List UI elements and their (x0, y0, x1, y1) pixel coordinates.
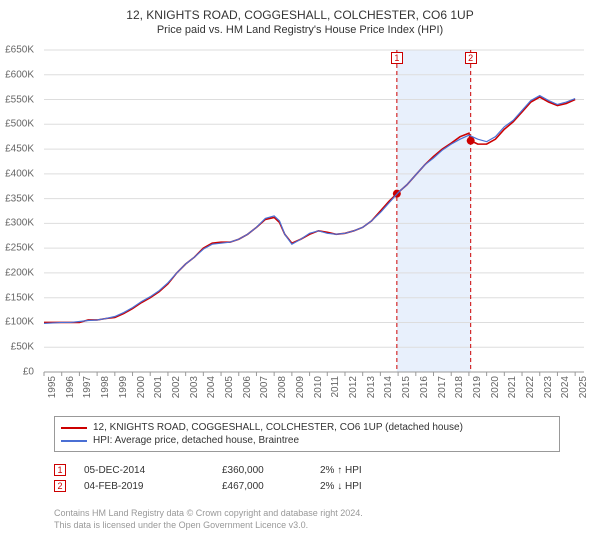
y-axis-label: £100K (0, 317, 34, 328)
legend-item: HPI: Average price, detached house, Brai… (61, 434, 553, 447)
x-axis-label: 2023 (543, 376, 554, 398)
hpi-delta: 2% ↓ HPI (320, 481, 362, 492)
marker-badge: 2 (54, 480, 66, 492)
x-axis-label: 2006 (242, 376, 253, 398)
x-axis-label: 2011 (330, 376, 341, 398)
y-axis-label: £650K (0, 45, 34, 56)
x-axis-label: 1995 (47, 376, 58, 398)
legend-box: 12, KNIGHTS ROAD, COGGESHALL, COLCHESTER… (54, 416, 560, 452)
title-address: 12, KNIGHTS ROAD, COGGESHALL, COLCHESTER… (0, 8, 600, 22)
sale-date: 04-FEB-2019 (84, 481, 204, 492)
y-axis-label: £150K (0, 292, 34, 303)
sale-price: £360,000 (222, 465, 302, 476)
x-axis-label: 2013 (366, 376, 377, 398)
y-axis-label: £0 (0, 367, 34, 378)
y-axis-label: £200K (0, 267, 34, 278)
x-axis-label: 2012 (348, 376, 359, 398)
x-axis-label: 2014 (383, 376, 394, 398)
legend-item: 12, KNIGHTS ROAD, COGGESHALL, COLCHESTER… (61, 421, 553, 434)
chart-title-block: 12, KNIGHTS ROAD, COGGESHALL, COLCHESTER… (0, 0, 600, 40)
x-axis-label: 2000 (136, 376, 147, 398)
footer-attribution: Contains HM Land Registry data © Crown c… (54, 508, 560, 531)
table-row: 1 05-DEC-2014 £360,000 2% ↑ HPI (54, 462, 560, 478)
chart-area: £0£50K£100K£150K£200K£250K£300K£350K£400… (34, 46, 594, 416)
y-axis-label: £550K (0, 94, 34, 105)
x-axis-label: 2003 (189, 376, 200, 398)
x-axis-label: 1998 (100, 376, 111, 398)
x-axis-label: 1999 (118, 376, 129, 398)
marker-badge: 1 (54, 464, 66, 476)
legend-label: 12, KNIGHTS ROAD, COGGESHALL, COLCHESTER… (93, 422, 463, 433)
x-axis-label: 2015 (401, 376, 412, 398)
x-axis-label: 2025 (578, 376, 589, 398)
y-axis-label: £400K (0, 168, 34, 179)
title-subtitle: Price paid vs. HM Land Registry's House … (0, 24, 600, 36)
x-axis-label: 2018 (454, 376, 465, 398)
x-axis-label: 1997 (82, 376, 93, 398)
x-axis-label: 2022 (525, 376, 536, 398)
x-axis-label: 2002 (171, 376, 182, 398)
y-axis-label: £250K (0, 243, 34, 254)
y-axis-label: £500K (0, 119, 34, 130)
x-axis-label: 2017 (437, 376, 448, 398)
x-axis-label: 2008 (277, 376, 288, 398)
x-axis-label: 2001 (153, 376, 164, 398)
x-axis-label: 2016 (419, 376, 430, 398)
x-axis-label: 2010 (313, 376, 324, 398)
chart-marker-badge: 2 (465, 52, 477, 64)
legend-label: HPI: Average price, detached house, Brai… (93, 435, 299, 446)
y-axis-label: £300K (0, 218, 34, 229)
footer-line: This data is licensed under the Open Gov… (54, 520, 560, 532)
x-axis-label: 2024 (560, 376, 571, 398)
x-axis-label: 2021 (507, 376, 518, 398)
table-row: 2 04-FEB-2019 £467,000 2% ↓ HPI (54, 478, 560, 494)
chart-svg (34, 46, 594, 416)
legend-swatch (61, 440, 87, 442)
hpi-delta: 2% ↑ HPI (320, 465, 362, 476)
x-axis-label: 2007 (259, 376, 270, 398)
x-axis-label: 2009 (295, 376, 306, 398)
x-axis-label: 2005 (224, 376, 235, 398)
y-axis-label: £50K (0, 342, 34, 353)
footer-line: Contains HM Land Registry data © Crown c… (54, 508, 560, 520)
y-axis-label: £350K (0, 193, 34, 204)
x-axis-label: 2019 (472, 376, 483, 398)
sale-date: 05-DEC-2014 (84, 465, 204, 476)
sale-price: £467,000 (222, 481, 302, 492)
sale-data-table: 1 05-DEC-2014 £360,000 2% ↑ HPI 2 04-FEB… (54, 462, 560, 494)
y-axis-label: £600K (0, 69, 34, 80)
legend-swatch (61, 427, 87, 429)
x-axis-label: 1996 (65, 376, 76, 398)
y-axis-label: £450K (0, 144, 34, 155)
x-axis-label: 2020 (490, 376, 501, 398)
x-axis-label: 2004 (206, 376, 217, 398)
chart-marker-badge: 1 (391, 52, 403, 64)
